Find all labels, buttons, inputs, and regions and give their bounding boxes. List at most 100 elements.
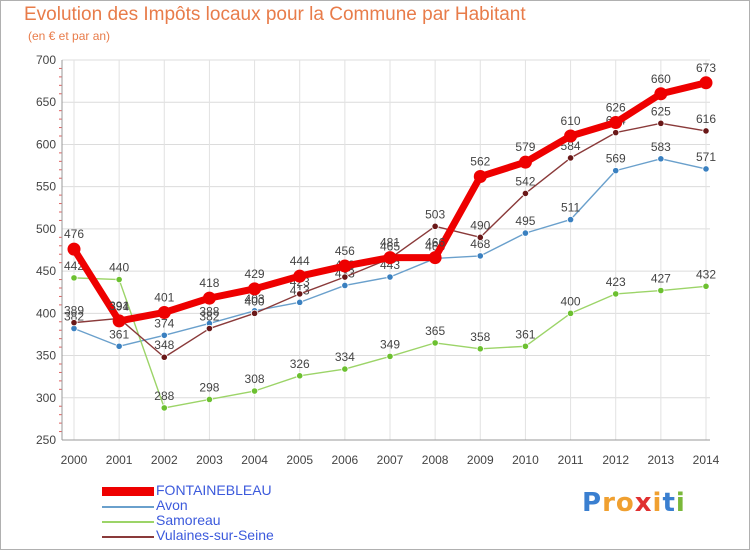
data-label: 476 [64,227,84,241]
data-point [566,216,575,224]
y-tick-label: 650 [36,95,56,109]
x-tick-label: 2005 [286,453,313,467]
logo-letter: o [615,488,635,518]
data-label: 673 [696,61,716,75]
data-label: 432 [696,267,716,281]
data-point [702,282,710,290]
data-point [431,222,439,230]
data-point [657,155,665,163]
data-label: 423 [606,275,626,289]
data-point [250,387,259,395]
data-point [205,395,214,404]
data-point [521,342,530,350]
y-tick-label: 250 [36,433,56,447]
y-tick-label: 350 [36,349,56,363]
legend-swatch [102,506,154,508]
data-point [296,298,304,306]
data-point [654,87,668,101]
data-point [248,282,262,296]
data-label: 400 [245,294,265,308]
chart-title: Evolution des Impôts locaux pour la Comm… [24,4,526,25]
data-label: 418 [199,276,219,290]
legend-label: Vulaines-sur-Seine [156,527,274,543]
data-point [521,229,530,237]
data-label: 466 [425,236,445,250]
data-label: 562 [470,155,490,169]
data-point [67,242,81,256]
y-tick-label: 550 [36,180,56,194]
data-point [476,345,484,353]
data-point [293,269,307,283]
data-point [476,233,484,241]
data-point [70,274,78,282]
data-label: 308 [245,372,265,386]
data-point [160,331,168,339]
x-tick-label: 2000 [61,453,88,467]
data-point [564,129,578,143]
data-point [521,189,530,198]
logo-letter: i [652,488,663,518]
data-point [160,404,168,412]
data-point [70,319,78,327]
data-label: 495 [515,214,535,228]
data-point [202,291,216,305]
data-label: 361 [515,327,535,341]
x-tick-label: 2003 [196,453,223,467]
x-tick-label: 2012 [602,453,629,467]
legend-swatch [102,536,154,538]
data-label: 429 [245,267,265,281]
y-tick-label: 300 [36,391,56,405]
x-tick-label: 2004 [241,453,268,467]
data-label: 440 [109,261,129,275]
data-point [386,352,394,360]
data-point [566,309,575,317]
x-tick-label: 2007 [377,453,404,467]
data-point [699,76,713,90]
data-point [386,273,394,281]
data-point [296,372,304,380]
data-label: 468 [470,237,490,251]
data-label: 382 [64,310,84,324]
data-label: 391 [109,299,129,313]
data-point [657,286,665,295]
x-tick-label: 2001 [106,453,133,467]
data-point [70,324,78,333]
data-point [112,314,126,328]
data-label: 401 [154,290,174,304]
data-point [657,119,665,127]
data-label: 616 [696,112,716,126]
data-label: 388 [199,304,219,318]
data-point [473,170,487,184]
data-label: 660 [651,72,671,86]
data-label: 542 [515,174,535,188]
data-label: 456 [335,244,355,258]
data-point [115,342,123,350]
data-point [338,259,352,273]
data-point [115,275,123,284]
data-point [428,251,442,265]
legend-swatch [102,487,154,496]
data-label: 403 [245,292,265,306]
data-label: 579 [515,140,535,154]
x-tick-label: 2006 [332,453,359,467]
data-point [609,115,623,129]
x-tick-label: 2014 [693,453,720,467]
data-label: 288 [154,389,174,403]
data-label: 427 [651,272,671,286]
data-point [702,127,710,135]
data-label: 444 [290,254,310,268]
proxiti-logo: Proxiti [582,488,686,518]
x-tick-label: 2002 [151,453,178,467]
data-label: 389 [64,304,84,318]
data-label: 465 [380,239,400,253]
data-label: 626 [606,100,626,114]
data-point [157,305,171,319]
data-point [383,251,397,265]
y-tick-label: 400 [36,306,56,320]
chart-subtitle: (en € et par an) [28,29,111,43]
data-point [341,281,349,290]
legend-swatch [102,521,154,523]
data-label: 334 [335,350,355,364]
